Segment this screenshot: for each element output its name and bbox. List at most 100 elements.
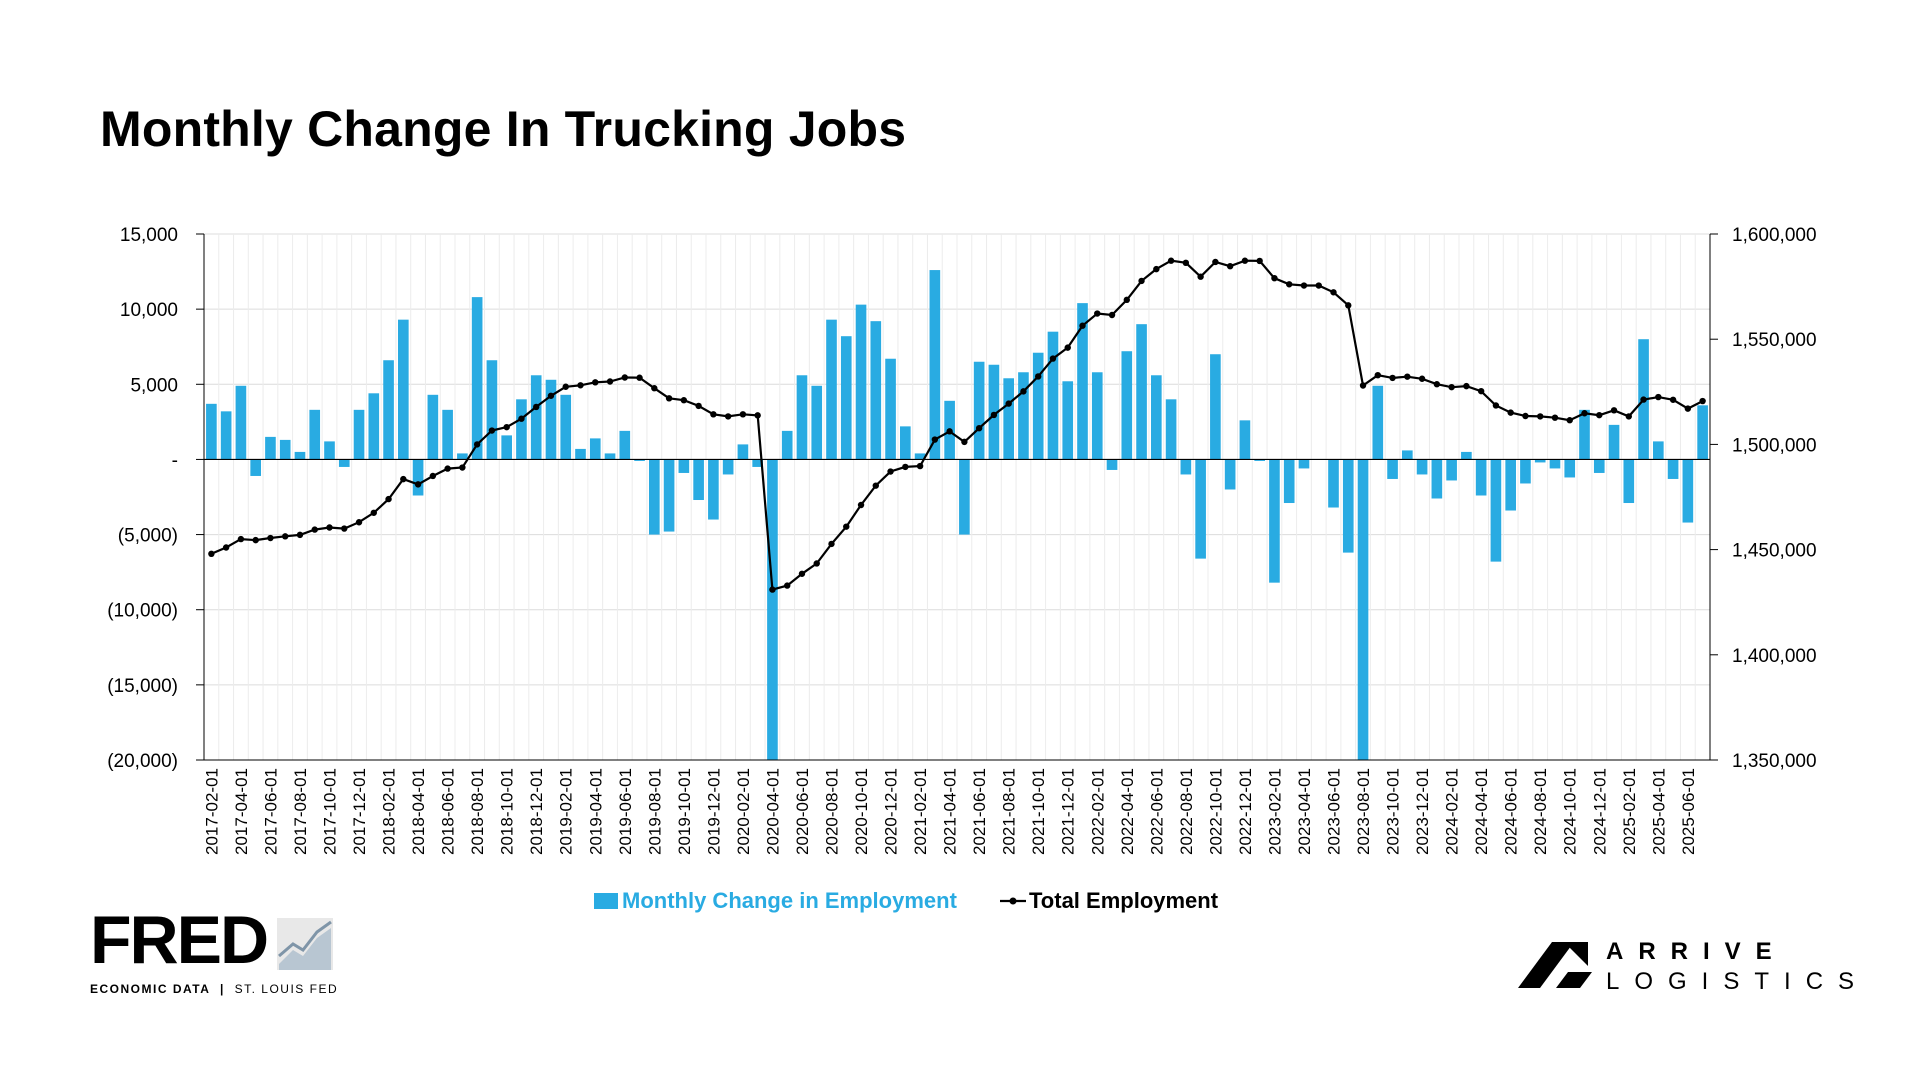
bar [545, 379, 557, 460]
bar [442, 409, 453, 460]
line-point [503, 423, 510, 431]
x-tick-label: 2021-10-01 [1029, 768, 1048, 855]
x-tick-label: 2018-10-01 [498, 768, 517, 855]
x-tick-label: 2021-02-01 [911, 768, 930, 855]
x-tick-label: 2023-02-01 [1265, 768, 1284, 855]
x-tick-label: 2019-08-01 [645, 768, 664, 855]
left-y-tick-label: (15,000) [107, 676, 178, 697]
x-tick-label: 2018-12-01 [527, 768, 546, 855]
line-point [1374, 371, 1381, 379]
line-point [1079, 322, 1086, 329]
bar [929, 270, 941, 460]
line-point [370, 509, 377, 516]
bar [575, 448, 586, 460]
line-point [1640, 396, 1647, 403]
line-point [488, 427, 496, 434]
line-point [724, 413, 732, 420]
line-point [1300, 282, 1308, 289]
line-point [1020, 388, 1027, 395]
bar [973, 361, 985, 460]
line-point [1167, 257, 1175, 264]
line-point [1108, 311, 1116, 319]
line-point [1522, 412, 1529, 420]
bar [589, 438, 601, 460]
bar [900, 426, 911, 460]
line-point [1345, 302, 1352, 309]
bar [1475, 459, 1487, 496]
bar [1195, 459, 1206, 559]
bar [486, 360, 498, 460]
bar [1328, 459, 1339, 508]
line-point [1212, 258, 1219, 266]
x-tick-label: 2022-08-01 [1177, 768, 1196, 855]
bar [1283, 459, 1295, 504]
bar [1269, 459, 1280, 583]
x-tick-label: 2024-06-01 [1502, 768, 1521, 855]
x-tick-label: 2022-12-01 [1236, 768, 1255, 855]
x-tick-label: 2024-08-01 [1531, 768, 1550, 855]
bar [353, 409, 365, 460]
line-point [252, 536, 259, 544]
line-point [636, 374, 643, 381]
bar [870, 321, 882, 460]
bar [1062, 381, 1074, 460]
line-point [961, 438, 968, 446]
line-point [1492, 402, 1500, 409]
line-point [798, 570, 806, 577]
bar [1623, 459, 1635, 504]
left-y-tick-label: - [172, 450, 178, 471]
line-point [887, 468, 894, 475]
line-point [518, 415, 525, 422]
bar [1564, 459, 1576, 478]
x-tick-label: 2024-12-01 [1590, 768, 1609, 855]
bar [1136, 324, 1147, 460]
fred-graph-icon [277, 918, 334, 970]
line-point [1182, 259, 1190, 267]
x-tick-label: 2024-10-01 [1561, 768, 1580, 855]
bar [1210, 354, 1221, 460]
bar [649, 459, 660, 535]
left-y-tick-label: 5,000 [130, 375, 178, 396]
line-point [680, 397, 688, 404]
line-point [592, 379, 599, 386]
line-point [1655, 393, 1662, 401]
line-point [1241, 257, 1249, 264]
x-tick-label: 2017-12-01 [350, 768, 369, 855]
x-tick-label: 2022-06-01 [1147, 768, 1166, 855]
line-point [1551, 414, 1559, 421]
line-point [562, 383, 569, 390]
bar [1490, 459, 1502, 562]
right-y-axis-labels: 1,600,000 1,550,000 1,500,000 1,450,000 1,40… [1710, 225, 1817, 772]
line-point [1315, 282, 1322, 289]
bar [1239, 420, 1251, 460]
bar [1402, 450, 1413, 460]
x-tick-label: 2017-10-01 [321, 768, 340, 855]
line-point [1330, 289, 1337, 296]
bar [1387, 459, 1398, 479]
bar [457, 453, 468, 460]
x-tick-label: 2019-02-01 [557, 768, 576, 855]
bar [206, 403, 217, 460]
right-y-tick-label: 1,550,000 [1732, 330, 1817, 351]
bar [1254, 459, 1265, 461]
line-point [1197, 273, 1204, 280]
line-point [1226, 262, 1234, 270]
line-point [1049, 355, 1057, 362]
x-tick-label: 2018-08-01 [468, 768, 487, 855]
line-point [355, 519, 363, 526]
bar [796, 375, 808, 460]
line-point [651, 385, 658, 392]
line-point [341, 525, 348, 532]
line-point [473, 441, 481, 448]
x-tick-label: 2017-04-01 [232, 768, 251, 855]
bar [1151, 375, 1162, 460]
bar [619, 430, 631, 460]
line-point [1389, 374, 1396, 382]
bar [516, 399, 527, 460]
bar [1593, 459, 1605, 473]
line-point [1596, 411, 1603, 419]
legend-line-label: Total Employment [1029, 888, 1219, 913]
bar [412, 459, 424, 496]
x-tick-label: 2019-10-01 [675, 768, 694, 855]
bar [1608, 424, 1620, 460]
